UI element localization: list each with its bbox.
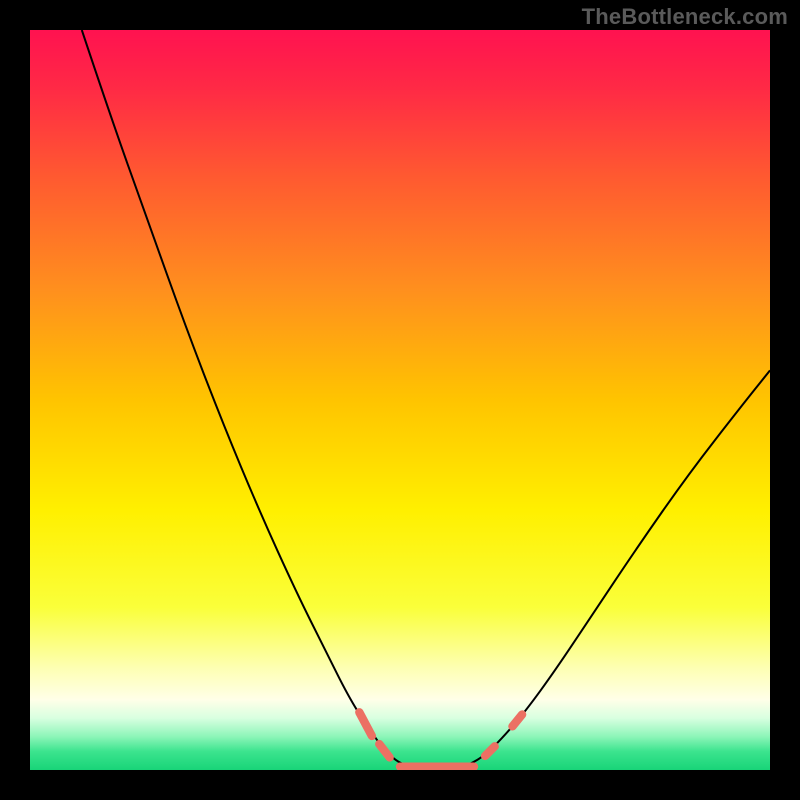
- watermark-text: TheBottleneck.com: [582, 4, 788, 30]
- chart-outer-frame: TheBottleneck.com: [0, 0, 800, 800]
- plot-area: [30, 30, 770, 770]
- gradient-background: [30, 30, 770, 770]
- chart-svg: [30, 30, 770, 770]
